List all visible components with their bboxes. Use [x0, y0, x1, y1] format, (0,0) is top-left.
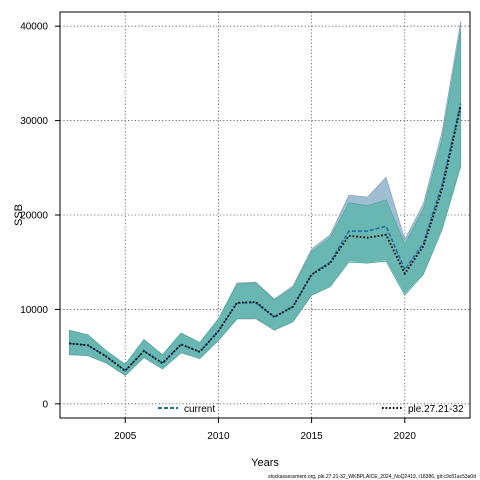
lines-layer	[69, 103, 462, 373]
footer-caption: stockassessment.org, ple.27.21-32_WKBPLA…	[268, 474, 476, 480]
legend: current ple.27.21-32	[158, 404, 464, 415]
x-tick-label: 2010	[207, 431, 230, 442]
x-tick-label: 2020	[394, 431, 417, 442]
y-tick-label: 0	[42, 399, 48, 410]
bands-layer	[69, 21, 461, 376]
y-tick-label: 20000	[20, 211, 48, 222]
y-ticks: 0 10000 20000 30000 40000	[20, 22, 60, 410]
grid-layer	[60, 12, 470, 418]
x-ticks: 2005 2010 2015 2020	[114, 418, 416, 442]
x-axis-title: Years	[251, 457, 279, 469]
x-tick-label: 2005	[114, 431, 137, 442]
legend-ple-label: ple.27.21-32	[408, 404, 464, 415]
estimate-line-ple-27-21-32	[69, 106, 462, 373]
confidence-band-ple-27-21-32	[69, 29, 461, 376]
legend-current-label: current	[184, 404, 215, 415]
y-tick-label: 30000	[20, 116, 48, 127]
y-axis-title: SSB	[13, 204, 25, 226]
y-tick-label: 40000	[20, 22, 48, 33]
y-tick-label: 10000	[20, 305, 48, 316]
x-tick-label: 2015	[300, 431, 323, 442]
